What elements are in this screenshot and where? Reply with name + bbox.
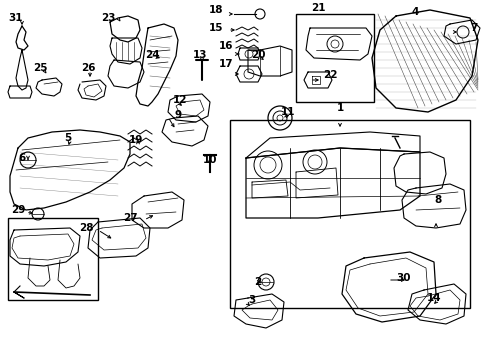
Text: 10: 10 [203,155,217,165]
Bar [295,14,373,102]
Text: 14: 14 [426,293,440,303]
Text: 22: 22 [322,70,337,80]
Text: 23: 23 [101,13,115,23]
Text: 16: 16 [218,41,233,51]
Text: 20: 20 [250,50,264,60]
Text: 5: 5 [64,133,71,143]
Text: 27: 27 [122,213,137,223]
Text: 28: 28 [79,223,93,233]
Text: 12: 12 [172,95,187,105]
Text: 31: 31 [9,13,23,23]
Text: 30: 30 [396,273,410,283]
Text: 29: 29 [11,205,25,215]
Text: 21: 21 [310,3,325,13]
Text: 13: 13 [192,50,207,60]
Text: 15: 15 [208,23,223,33]
Text: 11: 11 [280,107,295,117]
Text: 18: 18 [208,5,223,15]
Text: 1: 1 [336,103,343,113]
Text: 25: 25 [33,63,47,73]
Text: 19: 19 [128,135,143,145]
Text: 9: 9 [174,110,181,120]
Bar [8,218,98,300]
Text: 8: 8 [433,195,441,205]
Text: 26: 26 [81,63,95,73]
Text: 24: 24 [144,50,159,60]
Text: 4: 4 [410,7,418,17]
Text: 6: 6 [19,153,25,163]
Text: 2: 2 [254,277,261,287]
Text: 17: 17 [218,59,233,69]
Bar [229,120,469,308]
Text: 3: 3 [248,295,255,305]
Text: 7: 7 [469,23,477,33]
